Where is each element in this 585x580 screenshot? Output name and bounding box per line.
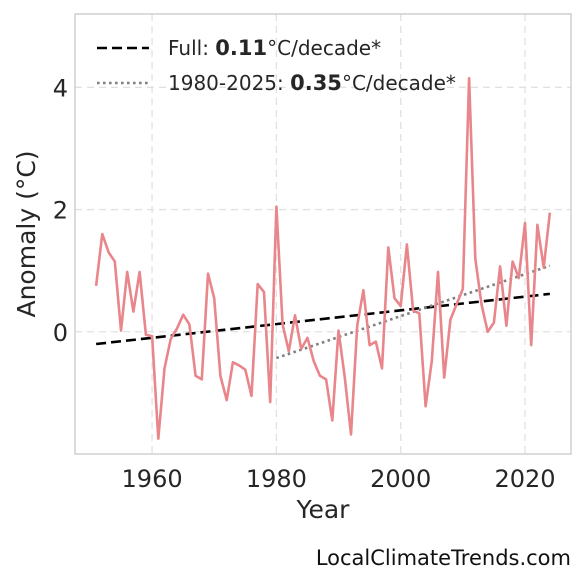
x-tick-label-1980: 1980 [246, 465, 307, 493]
legend-entry-label: Full: [168, 36, 215, 60]
x-tick-label-2000: 2000 [370, 465, 431, 493]
legend-entry-value: 0.35 [290, 71, 342, 95]
legend-entry-1: 1980-2025: 0.35°C/decade* [168, 71, 456, 95]
legend-entry-label: 1980-2025: [168, 71, 290, 95]
y-axis-title: Anomaly (°C) [12, 150, 41, 317]
y-tick-label-0: 0 [53, 319, 68, 347]
legend-entry-0: Full: 0.11°C/decade* [168, 36, 381, 60]
site-credit: LocalClimateTrends.com [315, 546, 571, 570]
legend-entry-unit: °C/decade* [267, 36, 381, 60]
x-tick-label-1960: 1960 [122, 465, 183, 493]
y-axis-ticks: 0 2 4 [53, 74, 68, 346]
plot-frame [74, 13, 572, 455]
legend: Full: 0.11°C/decade*1980-2025: 0.35°C/de… [97, 36, 456, 95]
x-axis-ticks: 1960 1980 2000 2020 [122, 465, 556, 493]
y-tick-label-2: 2 [53, 197, 68, 225]
series-line-0 [94, 76, 552, 440]
trend-line-dotted [275, 264, 551, 360]
legend-entry-unit: °C/decade* [342, 71, 456, 95]
series-group [94, 76, 552, 440]
y-tick-label-4: 4 [53, 74, 68, 102]
x-tick-label-2020: 2020 [494, 465, 555, 493]
legend-entry-value: 0.11 [215, 36, 267, 60]
x-axis-title: Year [296, 495, 351, 524]
